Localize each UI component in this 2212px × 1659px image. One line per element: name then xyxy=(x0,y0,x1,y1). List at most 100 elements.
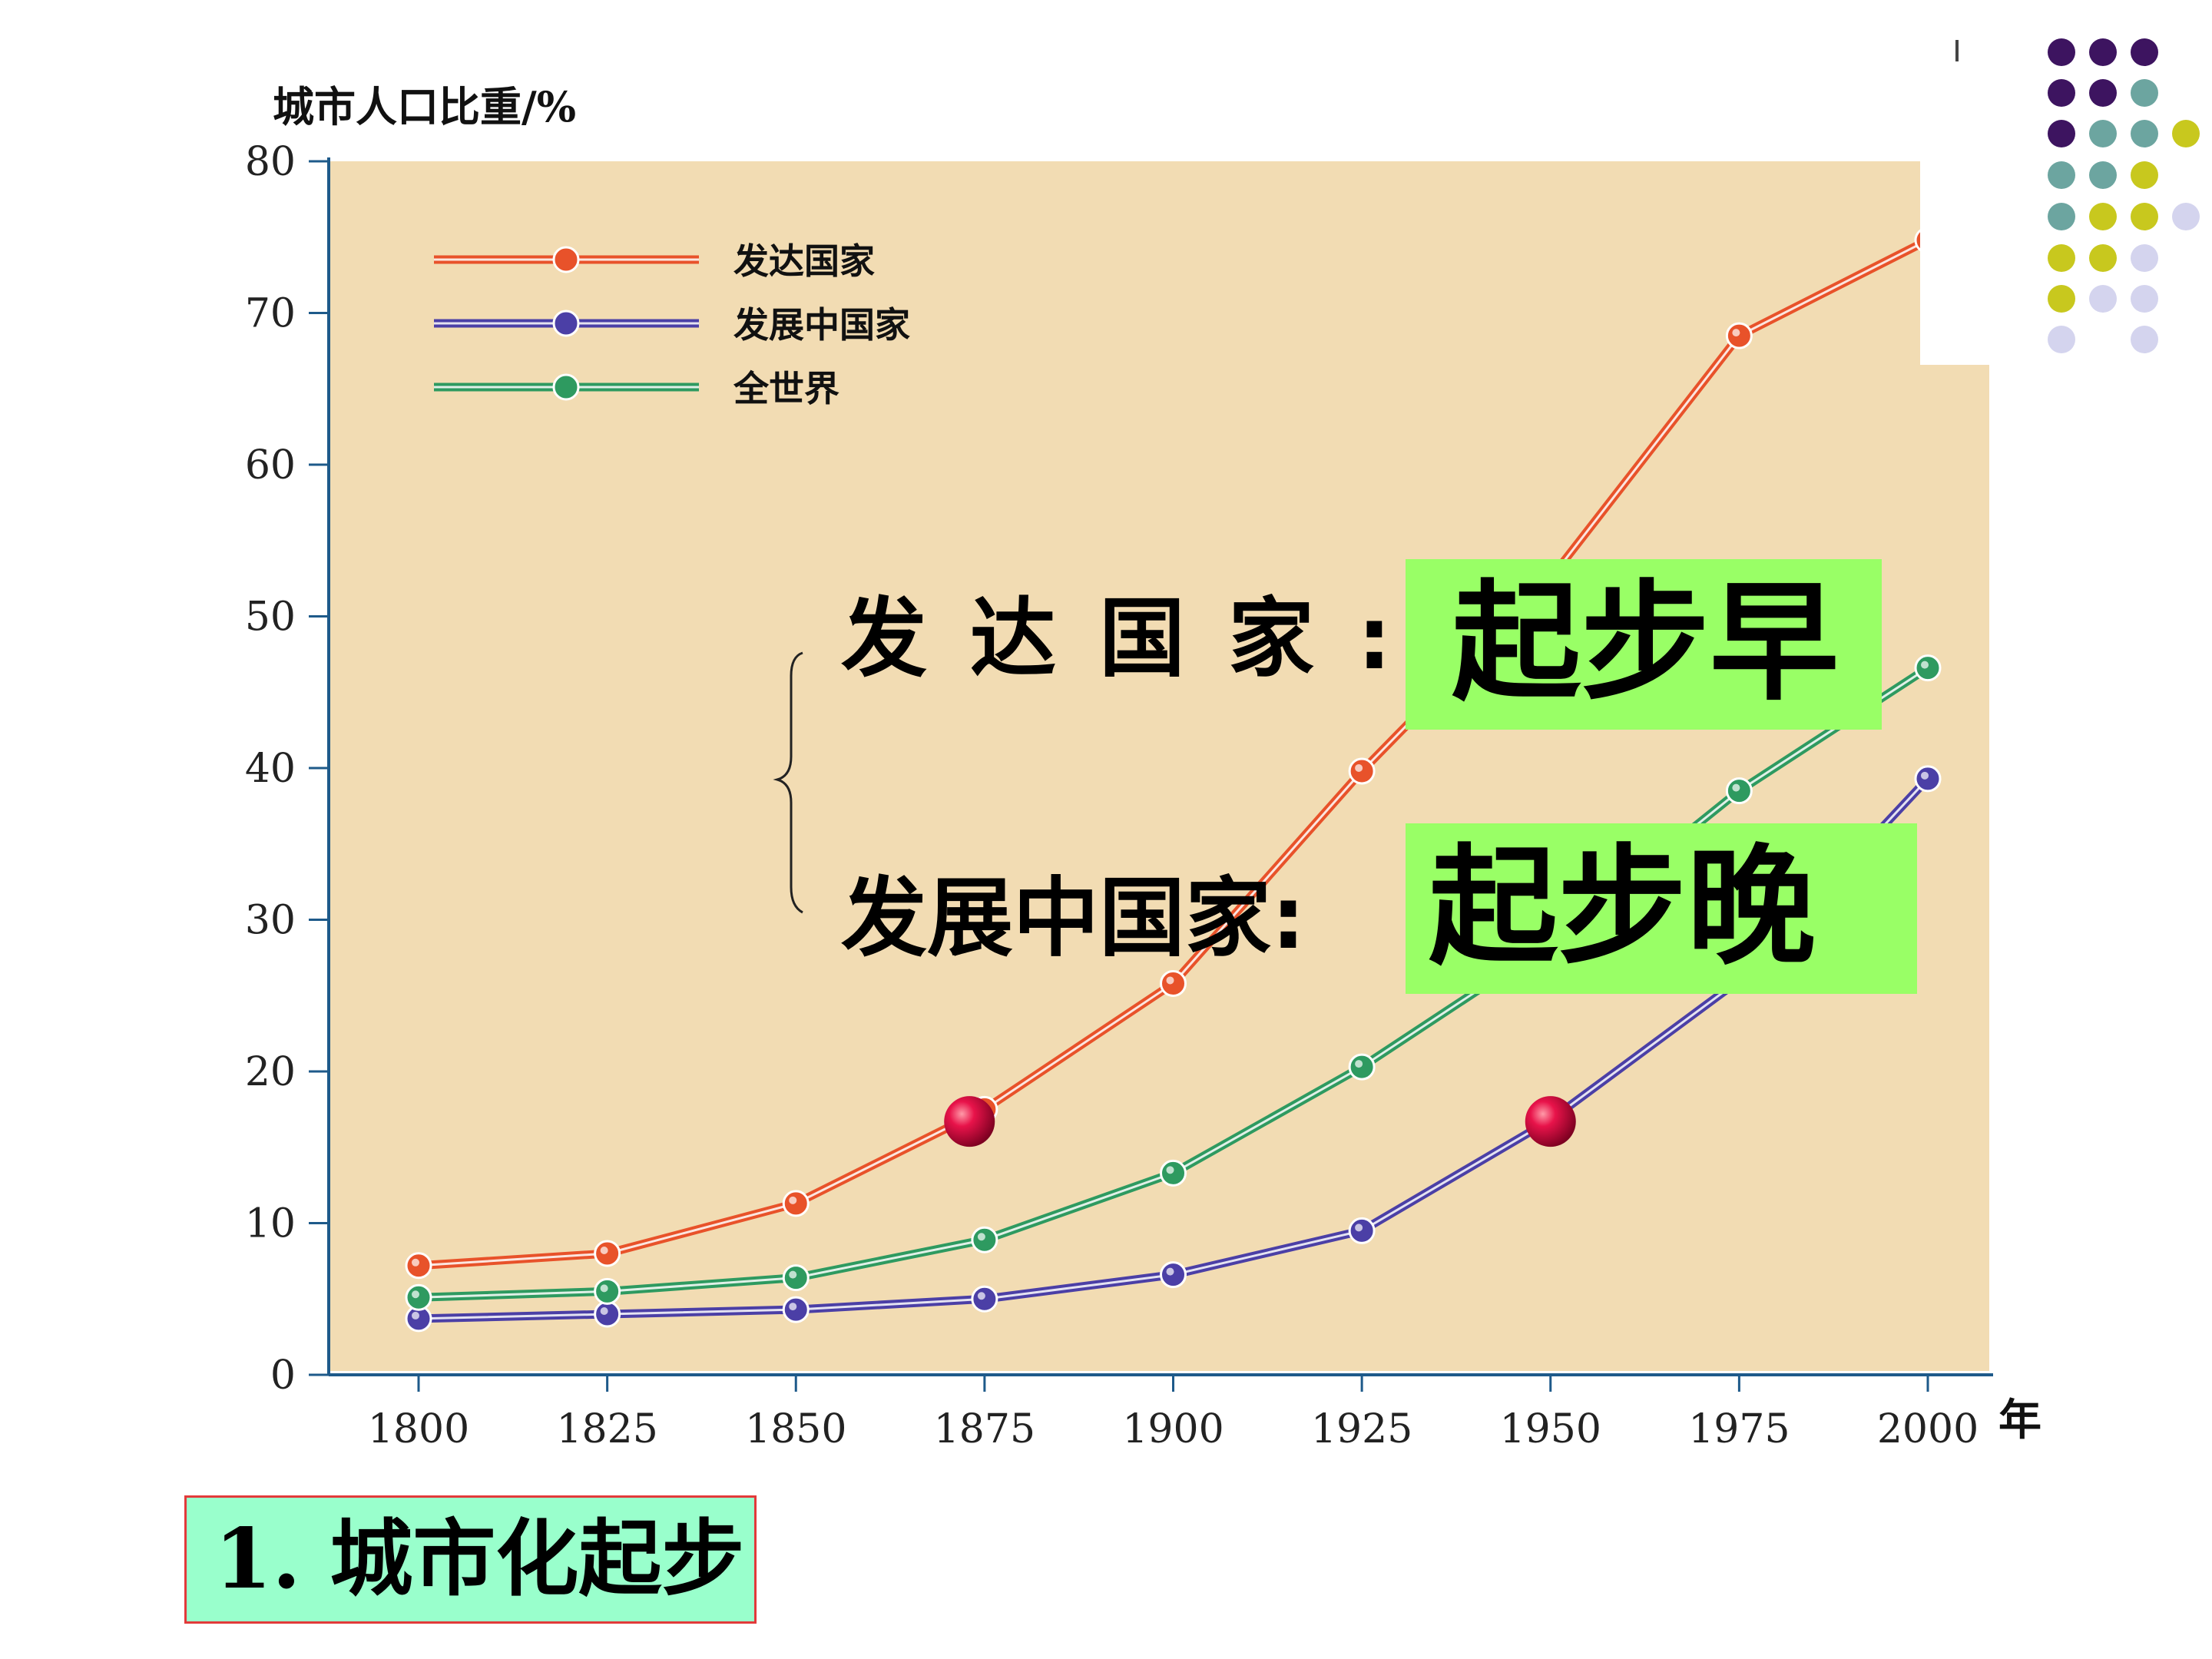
decorative-dot xyxy=(2131,79,2158,107)
data-point xyxy=(1348,1053,1376,1081)
section-title: 1. 城市化起步 xyxy=(184,1495,757,1624)
x-tick-label: 2000 xyxy=(1877,1406,1979,1452)
data-point xyxy=(1725,322,1753,349)
x-tick-label: 1975 xyxy=(1688,1406,1790,1452)
decorative-dot xyxy=(2131,203,2158,230)
decorative-dot xyxy=(2048,285,2075,313)
decorative-dot xyxy=(2048,120,2075,147)
data-point-shine xyxy=(412,1290,419,1299)
brace-symbol xyxy=(773,651,803,914)
y-tick-label: 0 xyxy=(270,1353,296,1399)
y-tick-label: 10 xyxy=(245,1201,296,1247)
decorative-dot xyxy=(2172,120,2200,147)
decorative-dot xyxy=(2089,203,2117,230)
developed-annotation-value: 起步早 xyxy=(1406,559,1882,730)
data-point-shine xyxy=(1355,763,1363,772)
x-tick-label: 1925 xyxy=(1311,1406,1412,1452)
decorative-dot xyxy=(2131,285,2158,313)
x-tick-label: 1850 xyxy=(745,1406,846,1452)
legend-swatch-dot xyxy=(552,246,580,273)
data-point-shine xyxy=(1732,783,1740,792)
data-point-shine xyxy=(1166,976,1174,985)
data-point xyxy=(1348,1217,1376,1244)
decorative-dot xyxy=(2048,161,2075,189)
data-point xyxy=(782,1264,810,1292)
data-point-shine xyxy=(412,1311,419,1320)
data-point-shine xyxy=(977,1292,985,1300)
data-point-shine xyxy=(600,1284,608,1293)
data-point xyxy=(1914,654,1942,682)
y-tick-label: 20 xyxy=(245,1049,296,1095)
decorative-dot xyxy=(2131,244,2158,272)
y-tick-label: 30 xyxy=(245,898,296,944)
decorative-dot xyxy=(2089,79,2117,107)
highlight-marker xyxy=(944,1096,995,1147)
data-point-shine xyxy=(1166,1166,1174,1174)
x-tick-label: 1900 xyxy=(1122,1406,1224,1452)
plot-area xyxy=(329,161,1989,1371)
decorative-dot xyxy=(2089,38,2117,66)
decorative-dot xyxy=(2089,120,2117,147)
legend-label: 发达国家 xyxy=(733,240,875,282)
decorative-dot xyxy=(2048,38,2075,66)
data-point xyxy=(594,1240,621,1267)
data-point xyxy=(1348,757,1376,785)
data-point-shine xyxy=(600,1307,608,1315)
x-tick-label: 1800 xyxy=(368,1406,469,1452)
data-point-shine xyxy=(1921,771,1929,780)
data-point xyxy=(1160,969,1187,997)
x-axis-label: 年 xyxy=(1998,1395,2041,1445)
data-point-shine xyxy=(977,1233,985,1241)
decorative-mask xyxy=(1920,73,2058,365)
decorative-dot xyxy=(2048,79,2075,107)
data-point-shine xyxy=(789,1303,797,1311)
decorative-dot xyxy=(2089,244,2117,272)
decorative-dot xyxy=(2048,244,2075,272)
y-tick-label: 60 xyxy=(245,442,296,488)
data-point-shine xyxy=(412,1258,419,1267)
decorative-dot xyxy=(2131,38,2158,66)
x-tick-label: 1825 xyxy=(556,1406,657,1452)
legend-swatch-dot xyxy=(552,310,580,337)
y-tick-label: 50 xyxy=(245,594,296,641)
decorative-dot xyxy=(2048,203,2075,230)
developing-annotation-value: 起步晚 xyxy=(1406,823,1917,994)
data-point-shine xyxy=(789,1270,797,1279)
data-point-shine xyxy=(1355,1060,1363,1068)
data-point xyxy=(1160,1261,1187,1289)
decorative-dot xyxy=(2089,285,2117,313)
data-point-shine xyxy=(1732,329,1740,337)
data-point-shine xyxy=(1166,1267,1174,1276)
decorative-dot xyxy=(2131,161,2158,189)
y-axis-label: 城市人口比重/% xyxy=(273,82,576,131)
data-point xyxy=(1725,777,1753,805)
decorative-dot xyxy=(2131,120,2158,147)
developing-annotation-label: 发展中国家: xyxy=(841,869,1306,969)
legend-label: 全世界 xyxy=(733,368,839,409)
decorative-dot xyxy=(2131,326,2158,353)
decorative-dot xyxy=(2172,203,2200,230)
data-point xyxy=(782,1296,810,1323)
x-tick-label: 1875 xyxy=(934,1406,1035,1452)
data-point xyxy=(1160,1159,1187,1187)
y-tick-label: 80 xyxy=(245,139,296,185)
data-point xyxy=(594,1277,621,1305)
legend-label: 发展中国家 xyxy=(733,304,910,346)
data-point-shine xyxy=(1355,1224,1363,1232)
data-point-shine xyxy=(600,1247,608,1254)
x-tick-label: 1950 xyxy=(1500,1406,1601,1452)
data-point-shine xyxy=(789,1196,797,1204)
decorative-dot xyxy=(2048,326,2075,353)
data-point xyxy=(971,1285,998,1313)
highlight-marker xyxy=(1525,1096,1576,1147)
data-point xyxy=(1914,765,1942,793)
legend-swatch-dot xyxy=(552,373,580,401)
decorative-dot xyxy=(2089,161,2117,189)
data-point xyxy=(405,1283,432,1311)
y-tick-label: 70 xyxy=(245,291,296,337)
data-point-shine xyxy=(1921,661,1929,669)
developed-annotation-label: 发达国家: xyxy=(841,589,1435,689)
y-tick-label: 40 xyxy=(245,746,296,792)
